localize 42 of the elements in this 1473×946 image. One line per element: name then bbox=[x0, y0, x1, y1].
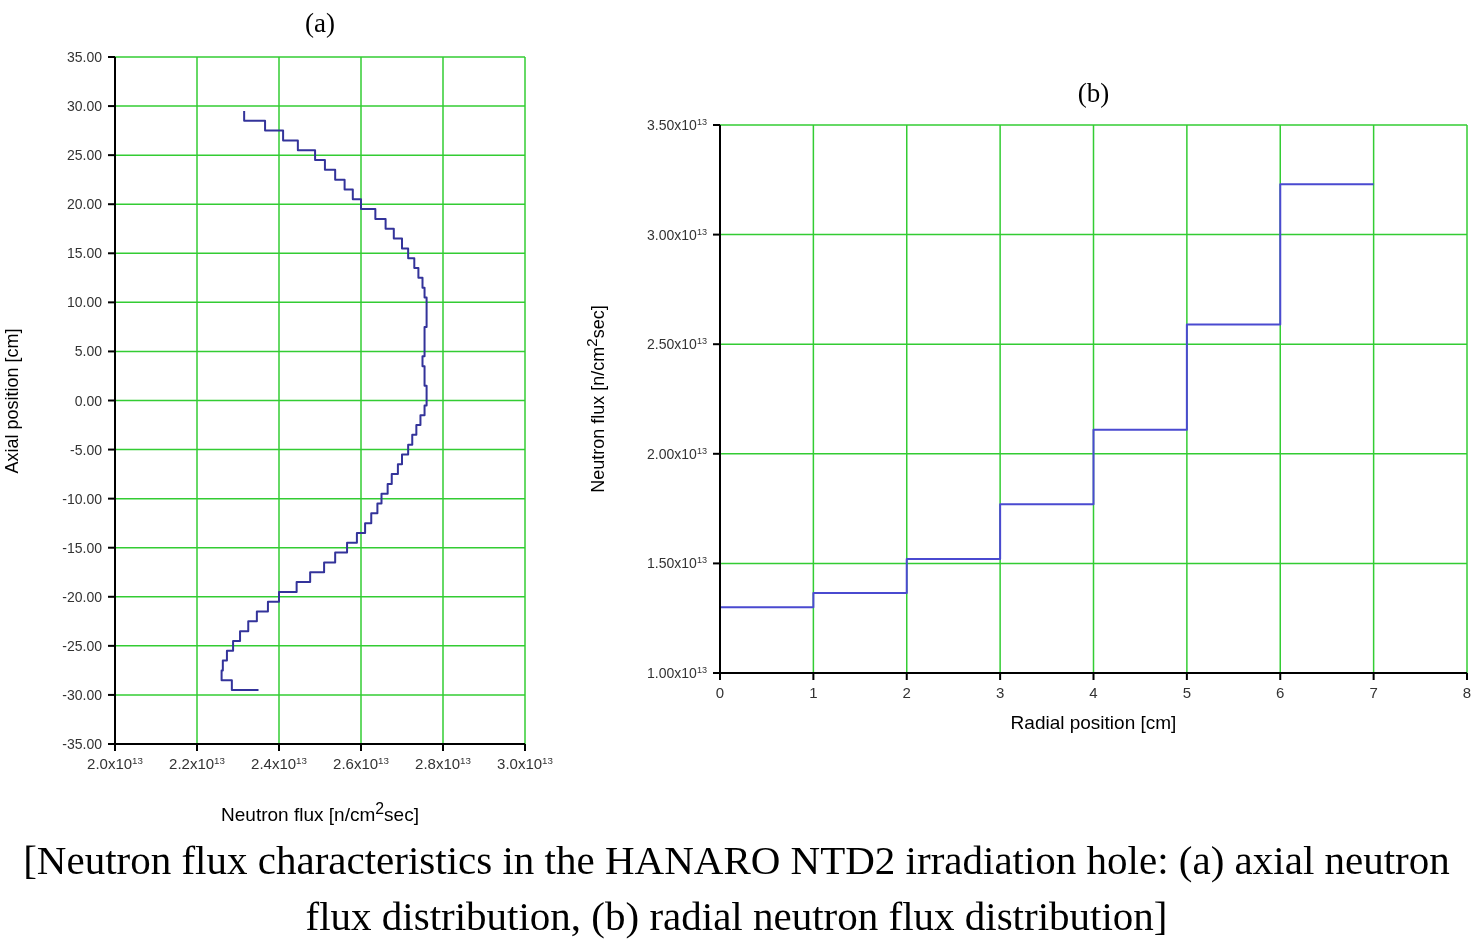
y-tick-label: 35.00 bbox=[66, 49, 103, 65]
chart-title: (a) bbox=[304, 8, 336, 39]
x-tick-label: 5 bbox=[1182, 684, 1192, 701]
chart-title: (b) bbox=[1076, 78, 1111, 109]
y-tick-label: -30.00 bbox=[62, 686, 103, 703]
y-tick-label: 2.00x10$^{13}$ bbox=[647, 445, 707, 462]
y-tick-label: -10.00 bbox=[62, 490, 103, 507]
x-tick-label: 2.2x10$^{13}$ bbox=[169, 754, 225, 772]
y-axis-title: Axial position [cm] bbox=[1, 327, 23, 474]
x-tick-label: 2.4x10$^{13}$ bbox=[251, 754, 307, 772]
y-tick-label: 5.00 bbox=[74, 343, 103, 360]
y-tick-label: 3.00x10$^{13}$ bbox=[647, 226, 707, 243]
y-tick-label: 1.00x10$^{13}$ bbox=[647, 665, 707, 681]
x-tick-label: 3.0x10$^{13}$ bbox=[497, 754, 553, 772]
x-tick-label: 2.6x10$^{13}$ bbox=[333, 754, 389, 772]
y-tick-label: 10.00 bbox=[66, 294, 103, 311]
x-tick-label: 1 bbox=[809, 684, 818, 701]
y-tick-label: 1.50x10$^{13}$ bbox=[647, 555, 707, 572]
y-tick-label: 0.00 bbox=[74, 392, 103, 409]
x-tick-label: 7 bbox=[1369, 684, 1378, 701]
x-tick-label: 3 bbox=[995, 684, 1005, 701]
y-tick-label: 3.50x10$^{13}$ bbox=[647, 117, 707, 133]
y-tick-label: 20.00 bbox=[66, 196, 103, 213]
x-tick-label: 4 bbox=[1089, 684, 1098, 701]
y-tick-label: -20.00 bbox=[62, 588, 103, 605]
x-tick-label: 0 bbox=[715, 684, 725, 701]
x-tick-label: 6 bbox=[1276, 684, 1285, 701]
y-tick-label: -35.00 bbox=[62, 736, 103, 752]
y-tick-label: 2.50x10$^{13}$ bbox=[647, 336, 707, 353]
x-tick-label: 2.0x10$^{13}$ bbox=[87, 754, 143, 772]
y-tick-label: 15.00 bbox=[66, 245, 103, 262]
y-tick-label: -25.00 bbox=[62, 637, 103, 654]
y-tick-label: -5.00 bbox=[70, 441, 103, 458]
x-axis-title: Neutron flux [n/cm$^{2}$sec] bbox=[220, 800, 420, 827]
x-tick-label: 2 bbox=[902, 684, 911, 701]
text: [Neutron flux characteristics in the HANARO NTD2 irradiation hole: (a) axial neutron flux distribution, (b) radial neutron flux distribution] bbox=[22, 836, 1451, 941]
y-tick-label: 25.00 bbox=[66, 147, 103, 164]
x-tick-label: 2.8x10$^{13}$ bbox=[415, 754, 471, 772]
x-tick-label: 8 bbox=[1462, 684, 1472, 701]
y-tick-label: 30.00 bbox=[66, 98, 103, 115]
x-axis-title: Radial position [cm] bbox=[1009, 712, 1178, 734]
y-tick-label: -15.00 bbox=[62, 539, 103, 556]
